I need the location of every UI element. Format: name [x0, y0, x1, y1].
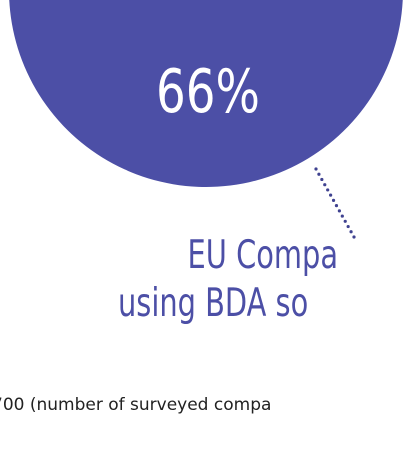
callout-dot: [334, 204, 339, 208]
callout-label: EU Compa using BDA so: [118, 232, 340, 328]
pie-slice-primary: [9, 0, 403, 187]
callout-dot: [349, 230, 353, 234]
callout-dot: [329, 193, 333, 197]
callout-dot: [320, 177, 324, 182]
callout-dotted-line: [314, 167, 356, 239]
callout-dot: [337, 209, 341, 213]
callout-label-line-1: EU Compa: [187, 233, 339, 278]
footnote: 700 (number of surveyed compa: [0, 395, 272, 415]
slice-value-label: 66%: [156, 56, 260, 126]
callout-dot: [346, 224, 350, 229]
callout-dot: [317, 172, 321, 176]
callout-dot: [323, 183, 327, 187]
callout-dot: [343, 219, 347, 223]
pie-slices: [9, 0, 403, 187]
callout-dot: [326, 188, 330, 192]
callout-dot: [331, 198, 336, 202]
callout-label-line-2: using BDA so: [118, 281, 309, 326]
callout-dot: [352, 235, 356, 239]
callout-dot: [340, 214, 344, 218]
callout-dot: [314, 167, 318, 171]
